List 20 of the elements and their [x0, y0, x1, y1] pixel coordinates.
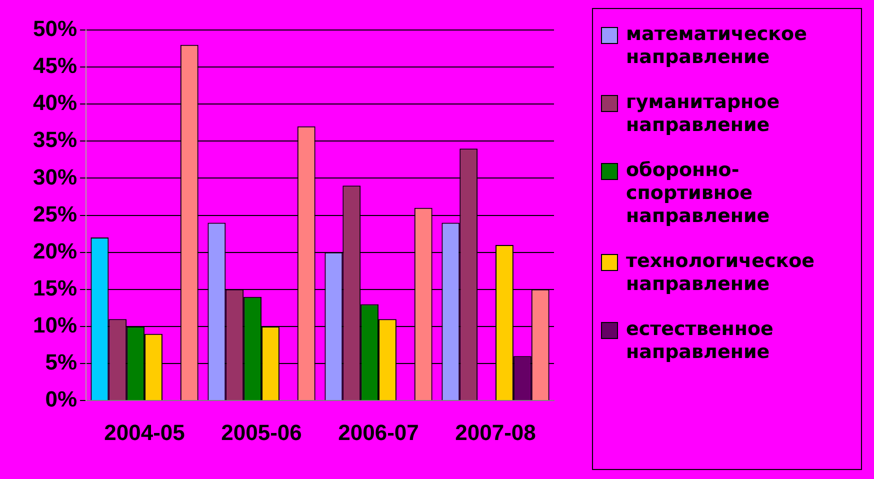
y-tick-label: 5%: [45, 350, 78, 375]
legend-label: технологическое направление: [626, 250, 816, 296]
y-tick-label: 40%: [32, 90, 78, 116]
legend-label: естественное направление: [626, 318, 774, 364]
y-tick-label: 20%: [32, 238, 78, 264]
y-tick-label: 45%: [32, 53, 78, 78]
y-tick-label: 0%: [45, 386, 78, 412]
y-tick-label: 25%: [32, 201, 78, 226]
y-tick-label: 50%: [32, 16, 78, 42]
legend-label: гуманитарное направление: [626, 91, 781, 137]
x-tick-label: 2004-05: [104, 420, 185, 445]
x-tick-label: 2005-06: [221, 420, 302, 445]
legend-label: математическое направление: [626, 23, 808, 69]
legend-label: оборонно-спортивное направление: [626, 159, 771, 228]
y-tick-label: 15%: [32, 275, 78, 300]
y-tick-label: 30%: [32, 164, 78, 190]
x-tick-label: 2007-08: [455, 420, 536, 445]
y-tick-label: 35%: [32, 127, 78, 152]
y-tick-label: 10%: [32, 312, 78, 338]
x-tick-label: 2006-07: [338, 420, 419, 445]
